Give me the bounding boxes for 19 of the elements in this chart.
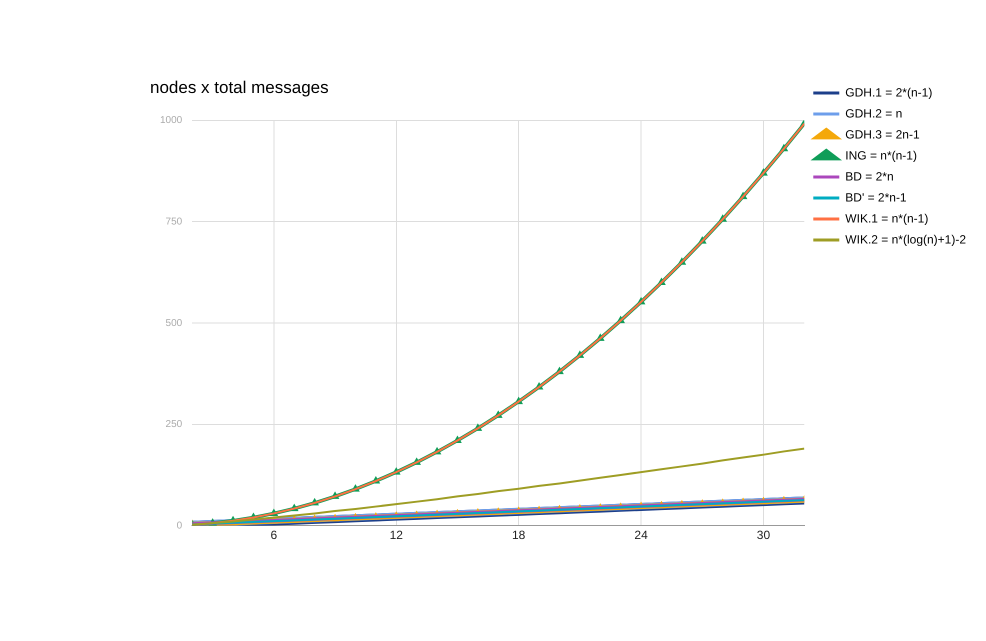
x-tick-label: 18 <box>512 528 526 542</box>
chart-title: nodes x total messages <box>150 78 329 97</box>
x-tick-label: 12 <box>390 528 404 542</box>
legend-label: BD' = 2*n-1 <box>845 190 907 204</box>
x-tick-label: 24 <box>634 528 648 542</box>
x-tick-label: 30 <box>756 528 770 542</box>
legend-label: BD = 2*n <box>845 169 894 184</box>
legend-label: GDH.2 = n <box>845 106 902 120</box>
y-tick-label: 250 <box>166 419 183 430</box>
y-tick-label: 750 <box>166 216 183 228</box>
y-tick-label: 1000 <box>160 115 183 126</box>
legend-label: GDH.1 = 2*(n-1) <box>845 85 932 100</box>
x-tick-label: 6 <box>270 528 278 542</box>
legend-label: WIK.2 = n*(log(n)+1)-2 <box>845 232 966 246</box>
legend-label: ING = n*(n-1) <box>845 148 917 162</box>
y-tick-label: 500 <box>166 318 183 329</box>
y-tick-label: 0 <box>176 520 183 532</box>
legend-label: GDH.3 = 2n-1 <box>845 127 920 142</box>
legend-label: WIK.1 = n*(n-1) <box>845 211 928 226</box>
